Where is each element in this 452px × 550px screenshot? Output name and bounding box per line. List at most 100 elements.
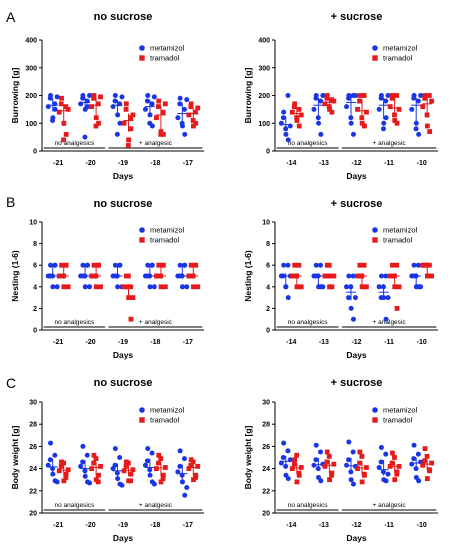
point-tramadol — [357, 262, 363, 268]
point-tramadol — [91, 95, 97, 101]
y-tick-label: 20 — [262, 511, 270, 518]
point-tramadol — [193, 475, 198, 480]
point-metamizol — [385, 471, 391, 477]
point-metamizol — [112, 98, 118, 104]
point-tramadol — [154, 115, 159, 121]
point-metamizol — [350, 316, 356, 322]
point-metamizol — [80, 443, 86, 449]
point-metamizol — [147, 284, 153, 290]
point-metamizol — [285, 137, 291, 143]
point-metamizol — [142, 106, 148, 112]
y-tick-label: 300 — [258, 65, 270, 72]
point-metamizol — [285, 476, 291, 482]
point-tramadol — [98, 94, 103, 100]
point-tramadol — [123, 463, 129, 469]
point-tramadol — [292, 457, 298, 463]
x-tick-label: -10 — [417, 339, 427, 346]
y-axis-label: Burrowing [g] — [10, 67, 20, 123]
y-tick-label: 28 — [262, 422, 270, 429]
point-metamizol — [346, 295, 352, 301]
point-tramadol — [130, 467, 136, 473]
point-tramadol — [63, 471, 69, 477]
chart-title: no sucrose — [94, 198, 153, 210]
point-metamizol — [385, 295, 391, 301]
x-tick-label: -20 — [86, 522, 96, 529]
point-tramadol — [123, 284, 129, 290]
point-metamizol — [82, 134, 88, 140]
point-tramadol — [390, 450, 395, 456]
point-metamizol — [52, 452, 58, 458]
point-tramadol — [61, 478, 67, 484]
point-tramadol — [186, 466, 192, 471]
y-tick-label: 28 — [29, 422, 37, 429]
point-tramadol — [128, 115, 134, 121]
point-metamizol — [350, 131, 356, 137]
point-tramadol — [289, 466, 295, 471]
x-tick-label: -12 — [351, 522, 361, 529]
point-metamizol — [80, 262, 86, 268]
y-tick-label: 30 — [262, 400, 270, 407]
legend-marker-tramadol — [139, 55, 145, 61]
point-metamizol — [149, 450, 155, 456]
point-metamizol — [179, 284, 185, 290]
point-metamizol — [348, 469, 354, 475]
point-tramadol — [91, 262, 97, 268]
point-tramadol — [359, 453, 365, 459]
chart-A-plus-sucrose: + sucrose 0 100 200 300 400 Burrowing [g] -14 -1… — [243, 11, 438, 181]
point-metamizol — [413, 466, 419, 472]
legend-label-metamizol: metamizol — [150, 226, 185, 235]
point-metamizol — [352, 93, 358, 98]
point-tramadol — [426, 262, 432, 268]
point-metamizol — [283, 131, 289, 137]
point-tramadol — [420, 104, 426, 109]
y-tick-label: 8 — [33, 241, 37, 248]
point-tramadol — [426, 93, 432, 98]
point-metamizol — [313, 457, 319, 463]
x-axis-label: Days — [113, 533, 134, 543]
point-tramadol — [191, 123, 196, 129]
point-tramadol — [160, 109, 166, 115]
y-axis-label: Burrowing [g] — [243, 67, 253, 123]
point-metamizol — [285, 448, 291, 454]
point-metamizol — [142, 462, 148, 468]
point-metamizol — [114, 131, 120, 137]
point-metamizol — [52, 106, 58, 112]
point-metamizol — [313, 442, 319, 448]
point-tramadol — [298, 112, 304, 118]
point-tramadol — [154, 466, 159, 471]
point-tramadol — [327, 477, 332, 483]
x-tick-label: -21 — [53, 522, 63, 529]
point-tramadol — [324, 449, 330, 455]
period-label: no analgesics — [55, 319, 95, 326]
point-tramadol — [156, 98, 162, 104]
point-metamizol — [117, 262, 123, 268]
point-tramadol — [121, 120, 127, 126]
point-metamizol — [320, 93, 326, 98]
legend-marker-tramadol — [372, 55, 378, 61]
point-tramadol — [95, 101, 101, 107]
point-metamizol — [145, 446, 151, 452]
point-tramadol — [59, 262, 64, 268]
point-tramadol — [190, 118, 196, 123]
point-tramadol — [125, 143, 131, 148]
point-tramadol — [294, 273, 300, 279]
y-axis-label: Nesting (1-6) — [10, 250, 20, 302]
point-tramadol — [56, 109, 62, 115]
point-metamizol — [145, 262, 151, 268]
point-metamizol — [84, 98, 90, 104]
point-tramadol — [158, 456, 164, 462]
point-tramadol — [158, 131, 164, 137]
point-metamizol — [281, 262, 287, 268]
point-metamizol — [184, 284, 190, 290]
y-tick-label: 26 — [29, 444, 37, 451]
legend-marker-metamizol — [372, 45, 378, 51]
point-tramadol — [424, 123, 430, 129]
point-tramadol — [357, 98, 362, 104]
point-metamizol — [348, 477, 354, 483]
point-tramadol — [324, 459, 330, 465]
period-label: no analgesics — [55, 502, 95, 509]
point-metamizol — [315, 115, 321, 121]
point-tramadol — [359, 479, 365, 485]
point-tramadol — [394, 306, 400, 311]
